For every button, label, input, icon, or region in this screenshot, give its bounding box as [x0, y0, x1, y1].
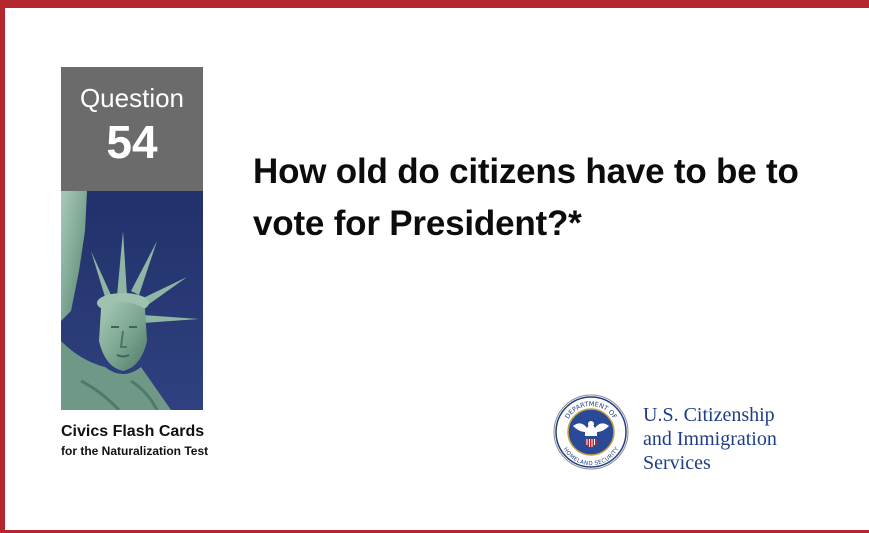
question-text: How old do citizens have to be to vote f…: [253, 152, 799, 243]
deck-title: Civics Flash Cards: [61, 423, 205, 440]
agency-name: U.S. Citizenship and Immigration Service…: [643, 403, 777, 475]
agency-line-2: and Immigration: [643, 428, 777, 450]
question-number-box: Question 54: [61, 67, 203, 191]
question-label: Question: [79, 83, 185, 113]
agency-line-3: Services: [643, 452, 711, 474]
deck-subtitle: for the Naturalization Test: [61, 444, 209, 458]
agency-line-1: U.S. Citizenship: [643, 404, 775, 426]
question-number: 54: [106, 116, 158, 168]
statue-of-liberty-image: [61, 191, 203, 410]
dhs-seal-icon: DEPARTMENT OF HOMELAND SECURITY: [553, 394, 629, 470]
